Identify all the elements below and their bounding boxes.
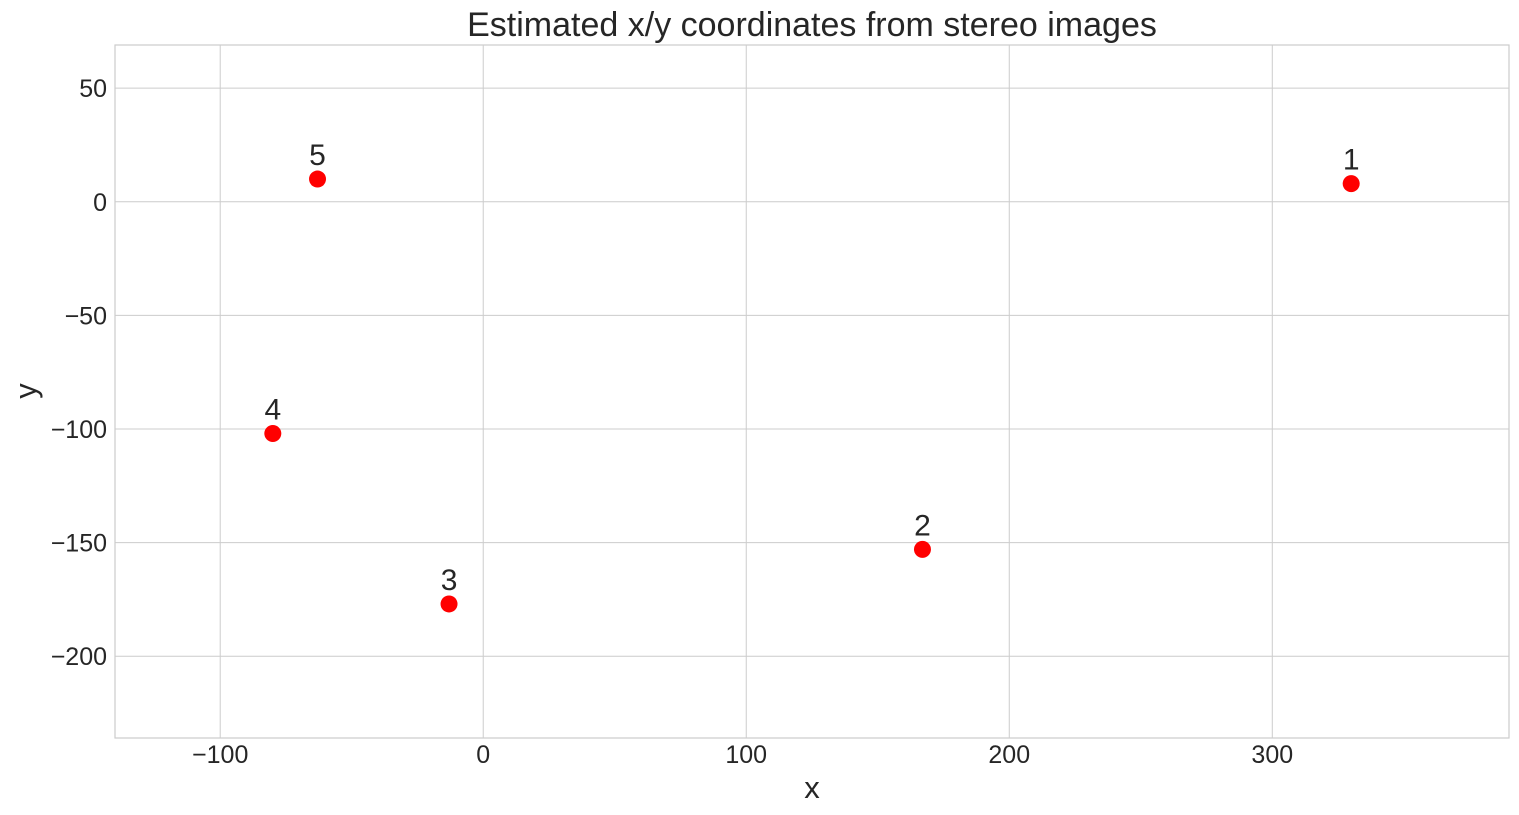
x-axis-label: x [804, 770, 820, 805]
data-point-label-2: 2 [914, 509, 931, 542]
y-tick-label: −200 [51, 643, 107, 671]
data-points: 1 2 3 4 5 [264, 139, 1360, 613]
y-tick-label: 50 [79, 75, 107, 103]
data-point-5 [309, 170, 327, 188]
data-point-label-1: 1 [1343, 144, 1360, 177]
x-tick-label: −100 [192, 741, 248, 769]
plot-frame [114, 44, 1510, 739]
x-tick-label: 0 [476, 741, 490, 769]
x-tick-label: 300 [1251, 741, 1293, 769]
data-point-3 [440, 595, 458, 613]
y-tick-label: −100 [51, 416, 107, 444]
chart-title: Estimated x/y coordinates from stereo im… [467, 6, 1157, 44]
data-point-1 [1342, 175, 1360, 193]
tick-labels: −100 0 100 200 300 50 0 −50 −100 −150 −200 [51, 75, 1293, 769]
data-point-label-4: 4 [264, 394, 281, 427]
y-tick-label: 0 [93, 189, 107, 217]
y-tick-label: −150 [51, 530, 107, 558]
grid-lines [115, 45, 1509, 738]
y-tick-label: −50 [65, 302, 107, 330]
y-axis-label: y [8, 383, 43, 399]
data-point-label-5: 5 [309, 139, 326, 172]
data-point-2 [913, 540, 931, 558]
data-point-4 [264, 425, 282, 443]
x-tick-label: 100 [725, 741, 767, 769]
data-point-label-3: 3 [441, 564, 458, 597]
x-tick-label: 200 [988, 741, 1030, 769]
